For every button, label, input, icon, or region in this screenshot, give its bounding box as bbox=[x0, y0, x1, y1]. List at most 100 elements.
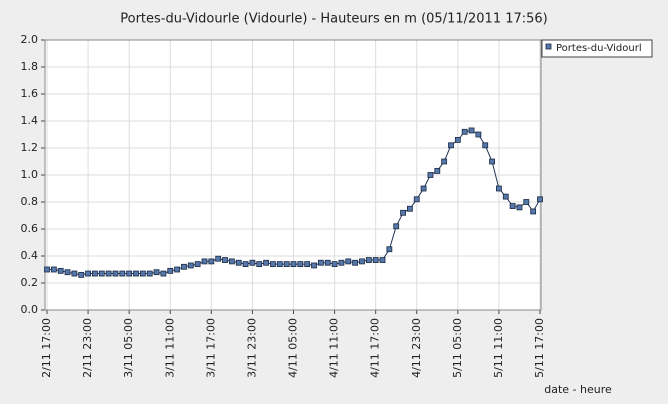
point bbox=[365, 257, 372, 263]
point bbox=[215, 255, 222, 262]
point bbox=[523, 199, 530, 205]
x-tick-label: 2/11 23:00 bbox=[81, 318, 94, 378]
x-tick-label: 4/11 11:00 bbox=[328, 318, 341, 378]
point bbox=[105, 270, 112, 277]
point bbox=[126, 270, 133, 277]
point bbox=[235, 259, 242, 266]
point bbox=[468, 127, 475, 134]
y-tick-label: 0.6 bbox=[21, 222, 39, 235]
point bbox=[276, 261, 283, 268]
point bbox=[359, 258, 365, 265]
point bbox=[283, 261, 290, 268]
point bbox=[393, 223, 400, 230]
point bbox=[496, 185, 502, 192]
x-tick-label: 5/11 11:00 bbox=[492, 318, 505, 378]
point bbox=[441, 158, 448, 165]
point bbox=[461, 128, 468, 135]
chart-title: Portes-du-Vidourle (Vidourle) - Hauteurs… bbox=[120, 12, 548, 27]
point bbox=[64, 269, 71, 276]
point bbox=[482, 142, 489, 149]
y-tick-label: 1.8 bbox=[21, 60, 39, 73]
point bbox=[311, 262, 317, 269]
point bbox=[228, 258, 235, 265]
point bbox=[530, 208, 537, 215]
point bbox=[379, 257, 386, 263]
point bbox=[297, 261, 304, 268]
point bbox=[304, 261, 311, 268]
point bbox=[160, 270, 167, 277]
x-tick-label: 3/11 05:00 bbox=[122, 318, 135, 378]
point bbox=[407, 205, 413, 212]
point bbox=[434, 168, 441, 174]
x-tick-label: 4/11 17:00 bbox=[369, 318, 382, 378]
point bbox=[92, 270, 98, 277]
x-tick-label: 5/11 17:00 bbox=[533, 318, 546, 378]
point bbox=[345, 258, 352, 265]
legend-label: Portes-du-Vidourl bbox=[556, 43, 642, 54]
y-tick-label: 0.4 bbox=[21, 249, 39, 262]
point bbox=[537, 196, 543, 203]
plot-border bbox=[44, 39, 542, 311]
point bbox=[208, 258, 215, 265]
point bbox=[509, 203, 516, 209]
x-tick-label: 3/11 11:00 bbox=[163, 318, 176, 378]
legend-marker bbox=[545, 43, 552, 50]
point bbox=[372, 257, 379, 263]
point bbox=[489, 158, 495, 165]
point bbox=[133, 270, 139, 277]
point bbox=[352, 259, 359, 266]
point bbox=[174, 266, 180, 273]
point bbox=[400, 209, 406, 216]
point bbox=[50, 266, 57, 273]
x-tick-label: 5/11 05:00 bbox=[451, 318, 464, 378]
x-tick-label: 3/11 17:00 bbox=[204, 318, 217, 378]
point bbox=[112, 270, 119, 277]
point bbox=[153, 269, 160, 276]
point bbox=[475, 131, 482, 138]
point bbox=[222, 257, 228, 263]
point bbox=[242, 261, 249, 268]
point bbox=[420, 185, 427, 192]
point bbox=[85, 270, 91, 277]
y-tick-label: 1.0 bbox=[21, 168, 39, 181]
point bbox=[317, 259, 324, 266]
point bbox=[181, 263, 187, 270]
y-tick-label: 1.4 bbox=[21, 114, 39, 127]
x-tick-label: 3/11 23:00 bbox=[245, 318, 258, 378]
y-tick-label: 1.2 bbox=[21, 141, 39, 154]
point bbox=[146, 270, 153, 277]
point bbox=[57, 267, 64, 274]
point bbox=[249, 259, 256, 266]
point bbox=[454, 136, 461, 143]
point bbox=[139, 270, 146, 277]
x-axis-label: date - heure bbox=[544, 383, 612, 396]
point bbox=[44, 266, 50, 273]
point bbox=[71, 270, 78, 277]
point bbox=[98, 270, 105, 277]
point bbox=[331, 261, 338, 268]
x-tick-label: 4/11 23:00 bbox=[410, 318, 423, 378]
point bbox=[270, 261, 276, 268]
point bbox=[413, 196, 420, 203]
point bbox=[256, 261, 263, 268]
y-tick-label: 2.0 bbox=[21, 33, 39, 46]
x-tick-label: 2/11 17:00 bbox=[40, 318, 53, 378]
point bbox=[427, 172, 434, 178]
point bbox=[290, 261, 297, 268]
x-tick-label: 4/11 05:00 bbox=[287, 318, 300, 378]
point bbox=[194, 261, 201, 268]
point bbox=[448, 142, 454, 149]
point bbox=[187, 262, 194, 269]
point bbox=[263, 259, 270, 266]
point bbox=[516, 204, 523, 211]
y-tick-label: 0.0 bbox=[21, 303, 39, 316]
point bbox=[119, 270, 126, 277]
y-tick-label: 0.8 bbox=[21, 195, 39, 208]
y-tick-label: 0.2 bbox=[21, 276, 39, 289]
point bbox=[324, 259, 331, 266]
point bbox=[338, 259, 345, 266]
point bbox=[502, 193, 509, 200]
point bbox=[167, 267, 174, 274]
y-tick-label: 1.6 bbox=[21, 87, 39, 100]
